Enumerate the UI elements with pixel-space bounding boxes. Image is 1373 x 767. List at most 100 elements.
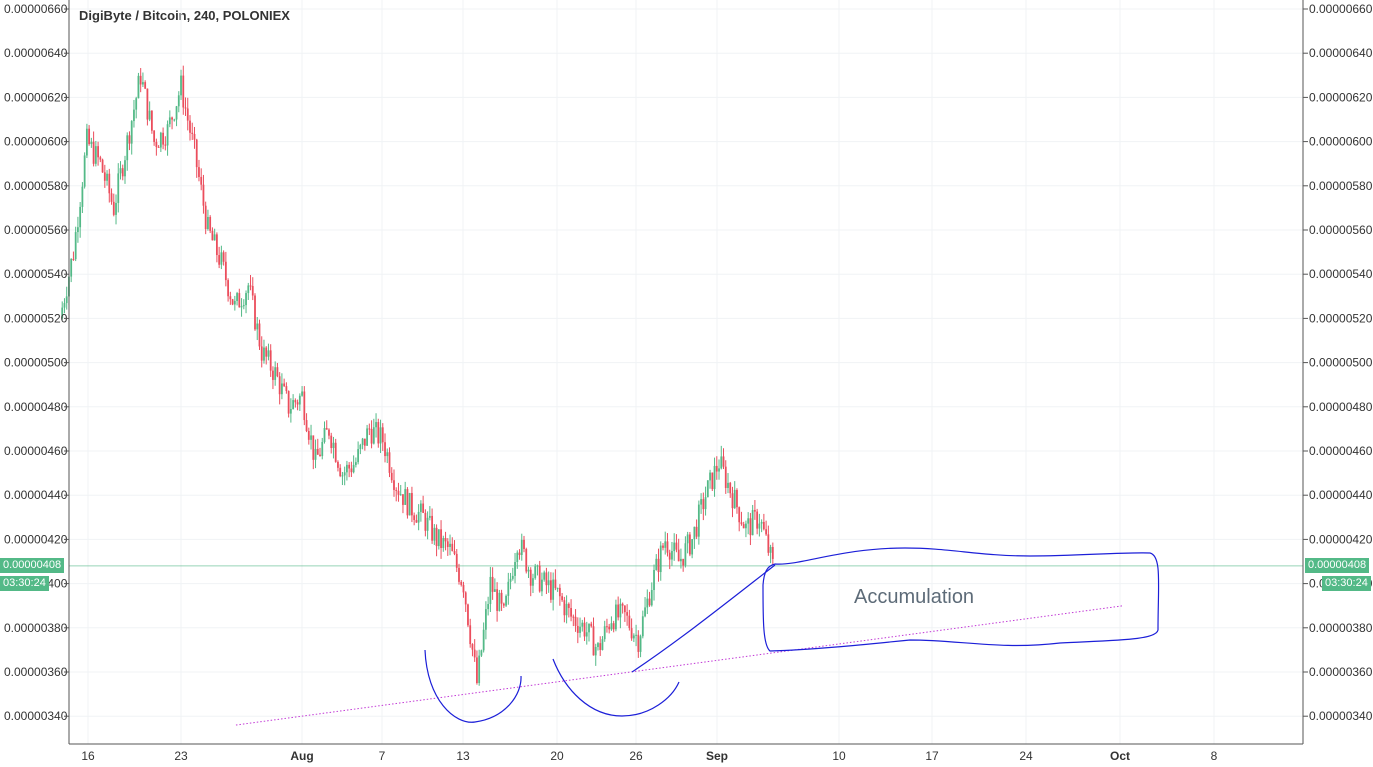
candle-body [204,205,207,229]
candle-body [213,234,216,241]
candle-body [523,539,525,549]
candle-body [276,367,279,377]
candle-body [462,584,465,593]
candle-body [740,522,743,525]
candle-body [677,549,680,562]
candle-body [283,383,286,387]
candle-body [745,523,747,529]
user-drawings[interactable]: Accumulation [235,547,1160,726]
candle-body [200,176,203,185]
candle-body [514,562,516,576]
candle-body [375,422,377,428]
candle-body [124,160,126,177]
candle-body [449,543,451,547]
candle-body [61,307,64,319]
price-tick-label-right: 0.00000500 [1309,356,1373,370]
candle-body [673,542,676,552]
price-tick-label-right: 0.00000360 [1309,665,1373,679]
candle-body [207,216,209,229]
candle-body [249,285,252,287]
candle-body [455,553,458,568]
candle-body [289,409,292,414]
candle-body [97,146,99,158]
candle-body [668,552,671,560]
candle-body [511,575,514,579]
last-price-badge-right: 0.00000408 [1305,558,1370,573]
candle-body [570,607,572,617]
candle-body [186,108,189,121]
candle-body [496,589,499,611]
candle-body [682,558,685,566]
candle-body [742,524,745,529]
candle-body [684,543,687,566]
candle-body [480,650,483,656]
candle-body [563,600,566,616]
price-tick-label-left: 0.00000660 [4,2,68,16]
candle-body [552,579,555,600]
candle-body [545,572,548,586]
candle-body [733,489,736,509]
candle-body [316,448,319,455]
candle-body [509,578,512,582]
candle-body [83,155,86,187]
candle-body [242,305,245,307]
candle-body [296,402,299,405]
candle-body [164,144,167,146]
candle-body [753,510,756,512]
candle-body [621,603,624,606]
time-tick-label: 26 [629,749,643,763]
countdown-badge-left: 03:30:24 [0,576,49,591]
price-tick-label-left: 0.00000420 [4,532,68,546]
candle-body [321,442,324,457]
price-tick-label-right: 0.00000380 [1309,621,1373,635]
price-tick-label-right: 0.00000580 [1309,179,1373,193]
price-tick-label-left: 0.00000380 [4,621,68,635]
candle-body [379,427,382,444]
dotted-trendline [235,605,1124,726]
candle-body [265,347,268,357]
candle-body [209,216,212,231]
candle-body [590,623,593,627]
candle-body [274,367,277,380]
candle-body [572,616,575,618]
candle-body [222,252,225,262]
candle-body [263,347,265,361]
candle-body [599,643,602,650]
candle-body [332,442,335,449]
candle-body [101,159,104,173]
candle-body [487,604,490,610]
price-tick-label-right: 0.00000460 [1309,444,1373,458]
candle-body [319,454,321,457]
price-tick-label-right: 0.00000600 [1309,135,1373,149]
candle-body [377,422,380,444]
candle-body [451,543,454,552]
candle-body [231,299,234,305]
candle-body [337,461,339,468]
candle-body [314,448,317,460]
price-tick-label-left: 0.00000500 [4,356,68,370]
time-tick-label: Sep [706,749,728,763]
candle-body [583,622,586,637]
candle-body [305,420,308,432]
candle-body [460,581,463,585]
candle-body [617,604,620,618]
candle-body [422,503,425,513]
candle-body [632,635,635,639]
candle-body [765,529,768,535]
candle-body [686,534,689,544]
time-tick-label: Aug [290,749,313,763]
candle-body [236,293,238,301]
price-tick-label-right: 0.00000480 [1309,400,1373,414]
price-tick-label-right: 0.00000340 [1309,709,1373,723]
candle-body [215,234,218,256]
candle-body [489,576,492,605]
price-tick-label-left: 0.00000360 [4,665,68,679]
candle-body [256,323,259,330]
candle-body [428,515,431,518]
candle-body [245,293,247,306]
candle-body [720,456,723,469]
candle-body [388,452,391,473]
candle-body [117,173,120,203]
candle-body [157,146,160,148]
